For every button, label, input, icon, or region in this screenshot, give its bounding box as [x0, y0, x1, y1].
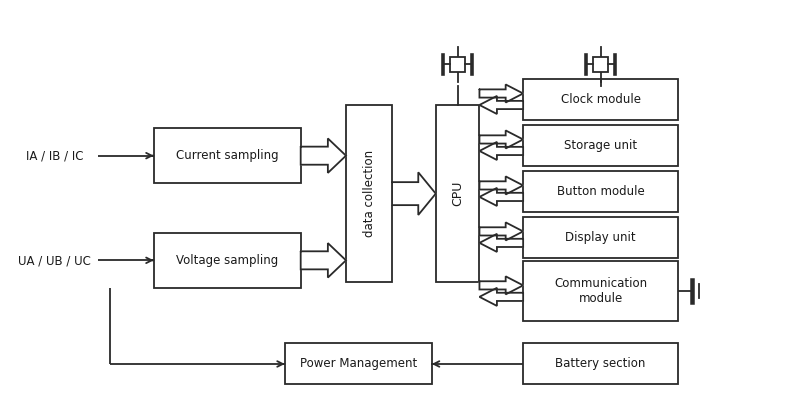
- Polygon shape: [479, 276, 523, 295]
- Text: Power Management: Power Management: [300, 357, 417, 371]
- Bar: [523, 171, 678, 212]
- Text: Storage unit: Storage unit: [564, 139, 637, 152]
- Text: data collection: data collection: [362, 150, 375, 237]
- Polygon shape: [479, 223, 523, 240]
- Polygon shape: [301, 139, 346, 173]
- Bar: [285, 344, 432, 384]
- Text: Current sampling: Current sampling: [176, 149, 278, 162]
- Text: Clock module: Clock module: [561, 93, 641, 106]
- Text: Display unit: Display unit: [566, 230, 636, 244]
- Bar: [594, 57, 608, 72]
- Polygon shape: [479, 234, 523, 252]
- Text: Communication
module: Communication module: [554, 277, 647, 305]
- Text: Button module: Button module: [557, 185, 645, 198]
- Bar: [523, 344, 678, 384]
- Polygon shape: [479, 176, 523, 194]
- Text: CPU: CPU: [451, 181, 464, 206]
- Polygon shape: [479, 142, 523, 160]
- Polygon shape: [479, 288, 523, 306]
- Bar: [523, 217, 678, 258]
- Text: IA / IB / IC: IA / IB / IC: [26, 149, 83, 162]
- Bar: [154, 128, 301, 183]
- Bar: [436, 105, 479, 282]
- Polygon shape: [479, 131, 523, 149]
- Bar: [523, 125, 678, 166]
- Polygon shape: [392, 172, 436, 215]
- Bar: [523, 261, 678, 321]
- Bar: [523, 79, 678, 120]
- Bar: [154, 233, 301, 288]
- Text: Voltage sampling: Voltage sampling: [176, 254, 278, 267]
- Text: Battery section: Battery section: [555, 357, 646, 371]
- Bar: [450, 57, 465, 72]
- Polygon shape: [479, 96, 523, 114]
- Polygon shape: [479, 84, 523, 102]
- Bar: [346, 105, 392, 282]
- Polygon shape: [479, 188, 523, 206]
- Polygon shape: [301, 243, 346, 277]
- Text: UA / UB / UC: UA / UB / UC: [18, 254, 91, 267]
